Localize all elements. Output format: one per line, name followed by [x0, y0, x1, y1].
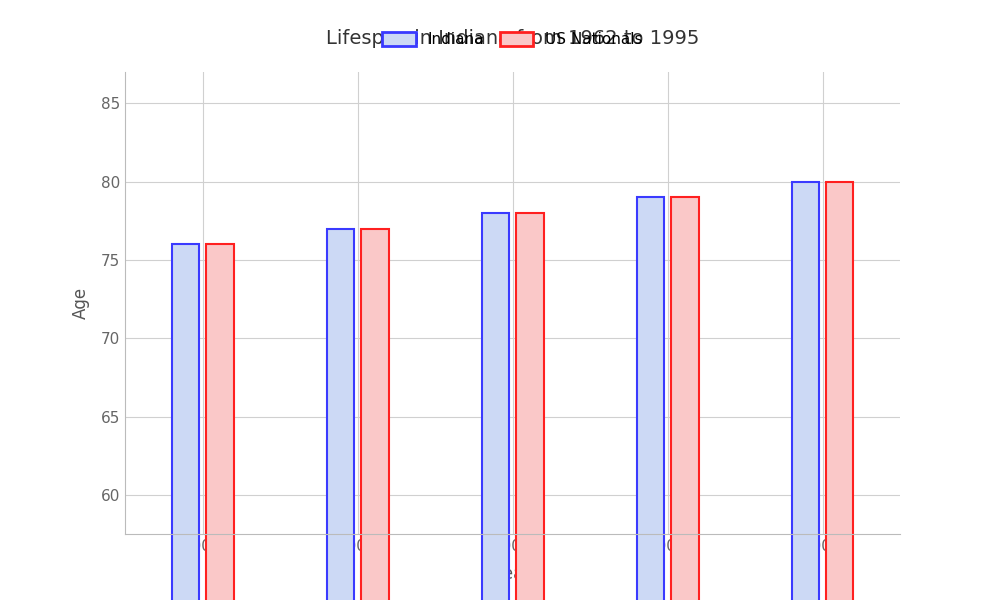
Bar [792, 182, 819, 600]
Bar [826, 182, 853, 600]
Bar [637, 197, 664, 600]
Bar [671, 197, 698, 600]
Y-axis label: Age: Age [72, 287, 90, 319]
Bar [326, 229, 354, 600]
Legend: Indiana, US Nationals: Indiana, US Nationals [374, 24, 651, 55]
Bar [361, 229, 388, 600]
Bar [482, 213, 509, 600]
Title: Lifespan in Indiana from 1962 to 1995: Lifespan in Indiana from 1962 to 1995 [326, 29, 699, 48]
Bar [206, 244, 234, 600]
Bar [516, 213, 544, 600]
X-axis label: Year: Year [495, 565, 530, 583]
Bar [172, 244, 199, 600]
